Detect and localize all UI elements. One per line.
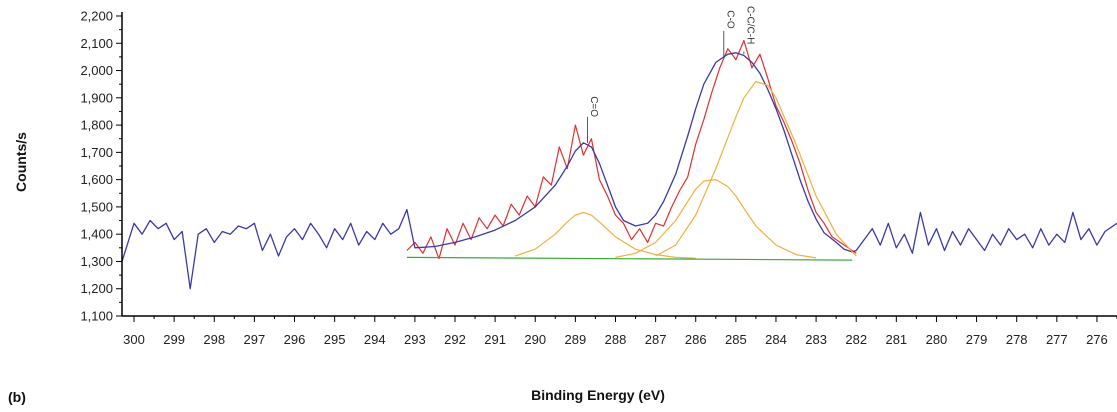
x-tick-label: 293 [404,332,426,347]
series-layer [121,39,1117,290]
y-tick-label: 1,300 [80,254,113,269]
x-tick-label: 278 [1006,332,1028,347]
y-tick-label: 2,100 [80,36,113,51]
x-tick-label: 280 [926,332,948,347]
peak-label: C-C/C-H [744,6,755,44]
y-tick-label: 1,600 [80,172,113,187]
y-tick-label: 2,000 [80,63,113,78]
x-axis-title: Binding Energy (eV) [531,387,665,403]
peak-label: C-O [724,10,735,29]
x-tick-label: 282 [845,332,867,347]
x-tick-label: 279 [966,332,988,347]
x-tick-label: 300 [123,332,145,347]
x-tick-label: 299 [163,332,185,347]
x-tick-label: 288 [605,332,627,347]
axes: 1,100 1,200 1,300 1,400 1,500 1,600 1,700 1,800… [80,9,1117,347]
x-tick-label: 281 [885,332,907,347]
peak-annotations: C=O C-O C-C/C-H [587,6,755,143]
x-tick-label: 283 [805,332,827,347]
x-tick-label: 277 [1046,332,1068,347]
x-tick-label: 296 [284,332,306,347]
series-line-background-5 [406,256,853,261]
y-tick-label: 1,200 [80,281,113,296]
series-line-component-4 [655,80,857,257]
series-line-component-3 [615,179,817,259]
peak-label: C=O [588,96,599,117]
series-line-envelope-1 [121,52,1117,290]
y-tick-label: 1,400 [80,227,113,242]
x-tick-label: 290 [524,332,546,347]
x-tick-label: 295 [324,332,346,347]
panel-label: (b) [8,389,26,405]
x-tick-label: 284 [765,332,787,347]
x-tick-label: 276 [1086,332,1108,347]
x-tick-label: 294 [364,332,386,347]
x-tick-label: 292 [444,332,466,347]
x-tick-label: 291 [484,332,506,347]
y-tick-label: 1,500 [80,199,113,214]
y-axis-title: Counts/s [13,132,29,192]
x-tick-label: 287 [645,332,667,347]
y-tick-label: 1,900 [80,90,113,105]
x-tick-label: 289 [565,332,587,347]
x-tick-label: 298 [203,332,225,347]
series-line-raw-0 [406,39,857,260]
x-tick-label: 286 [685,332,707,347]
series-line-component-2 [515,211,696,259]
x-tick-label: 285 [725,332,747,347]
y-tick-label: 1,100 [80,309,113,324]
y-tick-label: 1,700 [80,145,113,160]
y-tick-label: 2,200 [80,9,113,24]
y-tick-label: 1,800 [80,118,113,133]
x-tick-label: 297 [244,332,266,347]
